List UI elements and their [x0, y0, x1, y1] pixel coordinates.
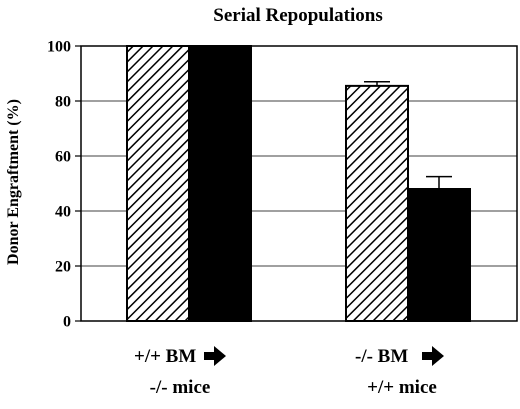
category-label-2: -/- BM +/+ mice [355, 346, 444, 398]
y-tick-label: 0 [63, 314, 71, 331]
plot-frame [80, 45, 518, 322]
category-2-line-1: -/- BM [355, 346, 408, 367]
bar-series-2-category-1 [188, 45, 252, 322]
y-tick-label: 40 [55, 204, 71, 221]
right-arrow-icon [422, 346, 444, 366]
bar-series-1-category-2 [345, 84, 409, 322]
y-tick-label: 20 [55, 259, 71, 276]
y-tick-label: 60 [55, 149, 71, 166]
category-2-line-2: +/+ mice [367, 377, 437, 398]
bar-series-2-category-2 [407, 188, 471, 322]
y-axis-label: Donor Engraftment (%) [5, 99, 22, 265]
y-tick-label: 80 [55, 94, 71, 111]
category-label-1: +/+ BM -/- mice [134, 346, 226, 398]
y-tick-label: 100 [47, 39, 71, 56]
bars [126, 45, 471, 322]
y-axis-ticks: 0 20 40 60 80 100 [47, 39, 81, 331]
chart-title: Serial Repopulations [213, 5, 382, 26]
right-arrow-icon [204, 346, 226, 366]
category-1-line-2: -/- mice [150, 377, 211, 398]
category-1-line-1: +/+ BM [134, 346, 196, 367]
bar-series-1-category-1 [126, 45, 190, 322]
error-bars [364, 81, 452, 189]
